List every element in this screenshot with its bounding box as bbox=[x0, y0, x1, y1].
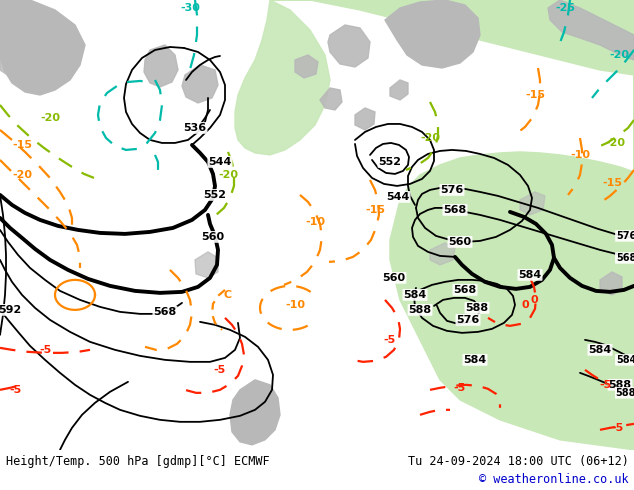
Polygon shape bbox=[295, 55, 318, 78]
Polygon shape bbox=[328, 25, 370, 67]
Polygon shape bbox=[182, 65, 218, 103]
Text: 588: 588 bbox=[465, 303, 489, 313]
Text: 544: 544 bbox=[209, 157, 231, 167]
Text: -20: -20 bbox=[40, 113, 60, 123]
Text: 560: 560 bbox=[382, 273, 406, 283]
Polygon shape bbox=[390, 80, 408, 100]
Text: 544: 544 bbox=[386, 192, 410, 202]
Text: -5: -5 bbox=[611, 423, 623, 433]
Text: -20: -20 bbox=[12, 170, 32, 180]
Text: 568: 568 bbox=[443, 205, 467, 215]
Text: Tu 24-09-2024 18:00 UTC (06+12): Tu 24-09-2024 18:00 UTC (06+12) bbox=[408, 455, 629, 468]
Polygon shape bbox=[385, 0, 480, 68]
Text: 560: 560 bbox=[202, 232, 224, 242]
Text: -5: -5 bbox=[9, 385, 21, 395]
Text: -15: -15 bbox=[525, 90, 545, 100]
Text: -5: -5 bbox=[214, 365, 226, 375]
Text: -20: -20 bbox=[218, 170, 238, 180]
Text: 568: 568 bbox=[153, 307, 177, 317]
Polygon shape bbox=[195, 252, 218, 278]
Text: 588: 588 bbox=[616, 388, 634, 398]
Polygon shape bbox=[0, 0, 60, 80]
Text: 568: 568 bbox=[616, 253, 634, 263]
Text: -5: -5 bbox=[454, 383, 466, 393]
Text: 536: 536 bbox=[183, 123, 207, 133]
Text: 568: 568 bbox=[453, 285, 477, 295]
Polygon shape bbox=[144, 45, 178, 87]
Text: 584: 584 bbox=[588, 345, 612, 355]
Text: 584: 584 bbox=[519, 270, 541, 280]
Text: 560: 560 bbox=[448, 237, 472, 247]
Text: -15: -15 bbox=[12, 140, 32, 150]
Text: -15: -15 bbox=[365, 205, 385, 215]
Text: 0: 0 bbox=[521, 300, 529, 310]
Polygon shape bbox=[270, 0, 634, 450]
Text: 552: 552 bbox=[204, 190, 226, 200]
Text: -25: -25 bbox=[555, 3, 575, 13]
Text: -30: -30 bbox=[180, 3, 200, 13]
Text: -5: -5 bbox=[599, 380, 611, 390]
Text: -5: -5 bbox=[39, 345, 51, 355]
Polygon shape bbox=[550, 0, 634, 40]
Text: 584: 584 bbox=[616, 355, 634, 365]
Text: 576: 576 bbox=[616, 231, 634, 241]
Text: 584: 584 bbox=[463, 355, 487, 365]
Text: © weatheronline.co.uk: © weatheronline.co.uk bbox=[479, 473, 629, 487]
Text: 0: 0 bbox=[530, 295, 538, 305]
Text: -5: -5 bbox=[384, 335, 396, 345]
Text: -10: -10 bbox=[285, 300, 305, 310]
Text: 552: 552 bbox=[378, 157, 401, 167]
Polygon shape bbox=[355, 108, 375, 130]
Text: 592: 592 bbox=[0, 305, 22, 315]
Text: -20: -20 bbox=[605, 138, 625, 148]
Text: C: C bbox=[224, 290, 232, 300]
Text: -20: -20 bbox=[609, 50, 629, 60]
Text: 576: 576 bbox=[456, 315, 480, 325]
Polygon shape bbox=[230, 380, 280, 445]
Text: 584: 584 bbox=[403, 290, 427, 300]
Text: 576: 576 bbox=[441, 185, 463, 195]
Text: Height/Temp. 500 hPa [gdmp][°C] ECMWF: Height/Temp. 500 hPa [gdmp][°C] ECMWF bbox=[6, 455, 269, 468]
Text: -15: -15 bbox=[602, 178, 622, 188]
Polygon shape bbox=[430, 243, 455, 265]
Text: -10: -10 bbox=[570, 150, 590, 160]
Polygon shape bbox=[235, 0, 330, 155]
Text: 588: 588 bbox=[408, 305, 432, 315]
Text: 588: 588 bbox=[609, 380, 631, 390]
Polygon shape bbox=[600, 272, 622, 295]
Polygon shape bbox=[520, 192, 545, 215]
Polygon shape bbox=[320, 88, 342, 110]
Polygon shape bbox=[0, 0, 85, 95]
Text: -10: -10 bbox=[305, 217, 325, 227]
Text: -20: -20 bbox=[420, 133, 440, 143]
Polygon shape bbox=[548, 0, 634, 60]
